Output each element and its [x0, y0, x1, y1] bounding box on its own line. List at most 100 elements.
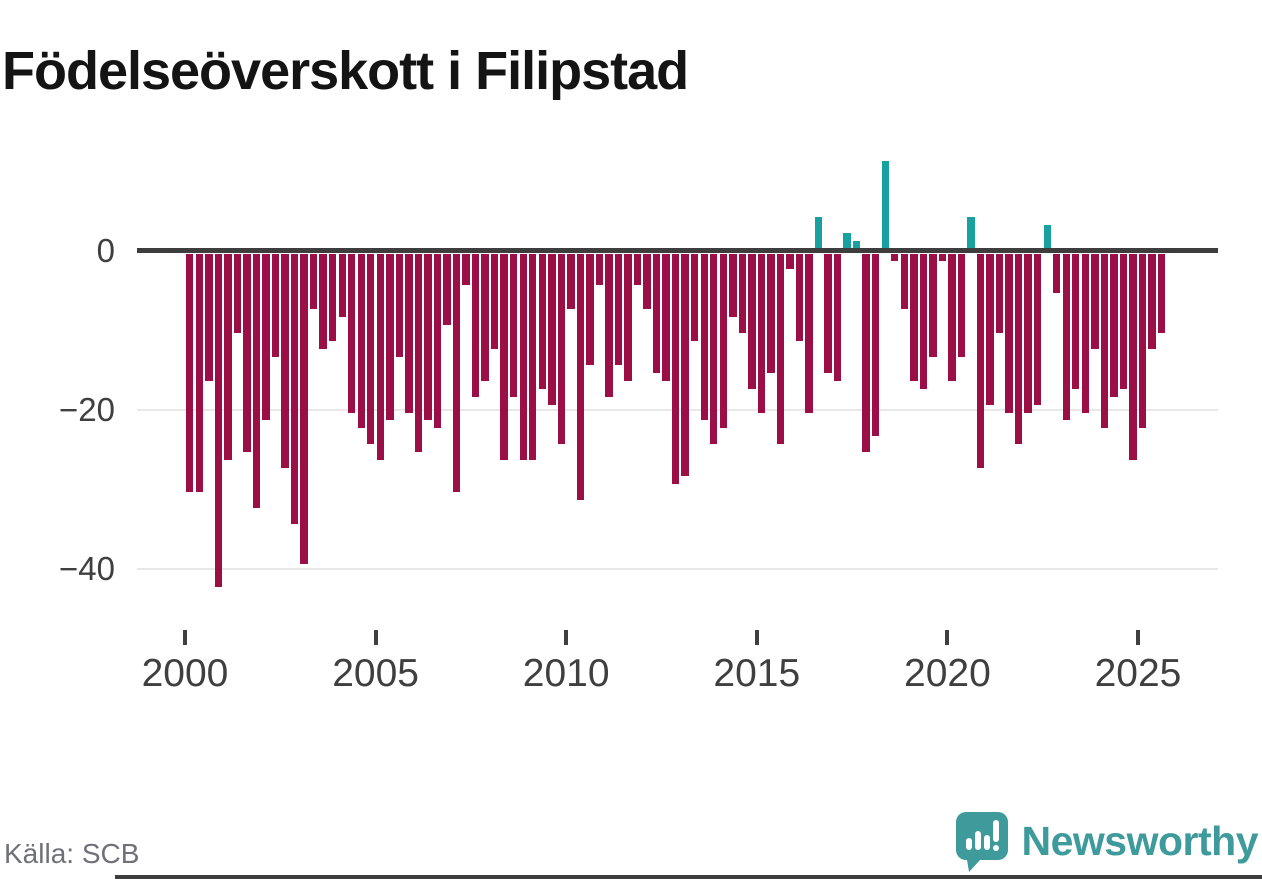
bar-2011Q1	[605, 253, 613, 397]
bar-2018Q2	[881, 161, 889, 249]
bar-2021Q1	[986, 253, 994, 405]
bar-2012Q1	[643, 253, 651, 310]
brand-lockup: Newsworthy	[955, 812, 1259, 877]
y-axis-label-0: 0	[96, 232, 115, 269]
bar-2001Q2	[233, 253, 242, 333]
bar-2018Q3	[891, 253, 899, 262]
bar-2015Q1	[757, 253, 766, 413]
bar-2001Q4	[252, 253, 261, 508]
bar-2022Q4	[1053, 253, 1061, 294]
bar-2003Q4	[329, 253, 337, 341]
bar-2009Q2	[538, 253, 546, 389]
brand-name: Newsworthy	[1021, 818, 1259, 864]
bar-2007Q3	[471, 253, 480, 397]
bar-2006Q1	[414, 253, 423, 453]
bar-2021Q4	[1014, 253, 1023, 445]
bar-2025Q2	[1148, 253, 1156, 349]
bar-2016Q2	[805, 253, 813, 413]
bar-2020Q1	[948, 253, 956, 381]
bar-2015Q3	[776, 253, 785, 445]
bar-2002Q2	[271, 253, 280, 357]
bar-2001Q3	[243, 253, 251, 453]
bar-2024Q4	[1129, 253, 1137, 461]
bar-2019Q1	[910, 253, 918, 381]
bar-2006Q3	[433, 253, 442, 429]
bar-2011Q4	[633, 253, 642, 286]
bar-2014Q4	[748, 253, 756, 389]
x-tick-2000	[183, 630, 187, 645]
chart-title: Födelseöverskott i Filipstad	[2, 41, 689, 102]
bar-2007Q4	[481, 253, 489, 381]
bar-2003Q3	[319, 253, 327, 349]
bar-2023Q1	[1062, 253, 1070, 421]
x-tick-2020	[945, 630, 950, 645]
bar-2000Q4	[214, 253, 223, 588]
bar-2008Q3	[510, 253, 518, 397]
bar-2002Q4	[290, 253, 299, 524]
bar-2020Q2	[957, 253, 966, 357]
bottom-border	[115, 875, 1262, 879]
bar-2017Q3	[852, 240, 861, 249]
bar-2025Q1	[1138, 253, 1147, 429]
bar-2019Q4	[938, 253, 947, 262]
x-tick-2015	[754, 630, 759, 645]
bar-2017Q1	[833, 253, 842, 381]
source-label: Källa: SCB	[4, 838, 140, 869]
bar-2006Q4	[443, 253, 451, 326]
bar-2008Q1	[490, 253, 499, 349]
newsworthy-logo-icon	[955, 812, 1008, 877]
bar-2009Q4	[557, 253, 566, 445]
bar-2012Q4	[671, 253, 680, 485]
bar-2009Q1	[529, 253, 537, 461]
bar-2023Q4	[1091, 253, 1099, 349]
bar-2020Q4	[976, 253, 985, 469]
bar-2017Q2	[843, 232, 851, 249]
bar-2015Q4	[786, 253, 794, 270]
bar-2019Q2	[919, 253, 928, 389]
bar-2023Q2	[1072, 253, 1080, 389]
bar-2010Q1	[567, 253, 575, 310]
bar-2009Q3	[548, 253, 556, 405]
bar-2002Q1	[262, 253, 270, 421]
bar-2011Q3	[624, 253, 632, 381]
bar-2020Q3	[967, 216, 975, 249]
bar-2008Q4	[519, 253, 527, 461]
bar-2004Q3	[357, 253, 365, 429]
x-axis-label-2000: 2000	[141, 652, 229, 695]
bar-2021Q3	[1005, 253, 1013, 413]
bar-2010Q4	[595, 253, 604, 286]
bar-2015Q2	[767, 253, 775, 373]
bar-2010Q2	[576, 253, 585, 500]
zero-axis-line	[137, 248, 1218, 253]
bar-2005Q3	[395, 253, 404, 357]
bar-2001Q1	[224, 253, 232, 461]
bar-2013Q1	[681, 253, 689, 477]
bar-2006Q2	[424, 253, 432, 421]
bar-2014Q1	[719, 253, 727, 429]
bar-2005Q4	[405, 253, 413, 413]
bar-2013Q4	[710, 253, 718, 445]
bar-2012Q3	[662, 253, 670, 381]
bar-2022Q2	[1033, 253, 1042, 405]
bar-2024Q1	[1100, 253, 1109, 429]
bar-2019Q3	[929, 253, 937, 357]
x-axis-label-2010: 2010	[522, 652, 610, 695]
bar-2022Q3	[1043, 224, 1051, 249]
bar-2014Q3	[738, 253, 747, 333]
bar-2018Q1	[872, 253, 880, 437]
bar-2002Q3	[281, 253, 289, 469]
bar-2010Q3	[586, 253, 594, 365]
bar-2005Q1	[376, 253, 385, 461]
bar-2013Q3	[700, 253, 708, 421]
x-tick-2010	[564, 630, 569, 645]
x-axis-label-2005: 2005	[332, 652, 419, 695]
x-tick-2005	[373, 630, 378, 645]
bar-2023Q3	[1081, 253, 1089, 413]
y-axis-label--40: −40	[59, 550, 115, 587]
bar-2022Q1	[1024, 253, 1032, 413]
x-tick-2025	[1136, 630, 1140, 645]
bar-2014Q2	[729, 253, 737, 318]
bar-2025Q3	[1157, 253, 1166, 333]
